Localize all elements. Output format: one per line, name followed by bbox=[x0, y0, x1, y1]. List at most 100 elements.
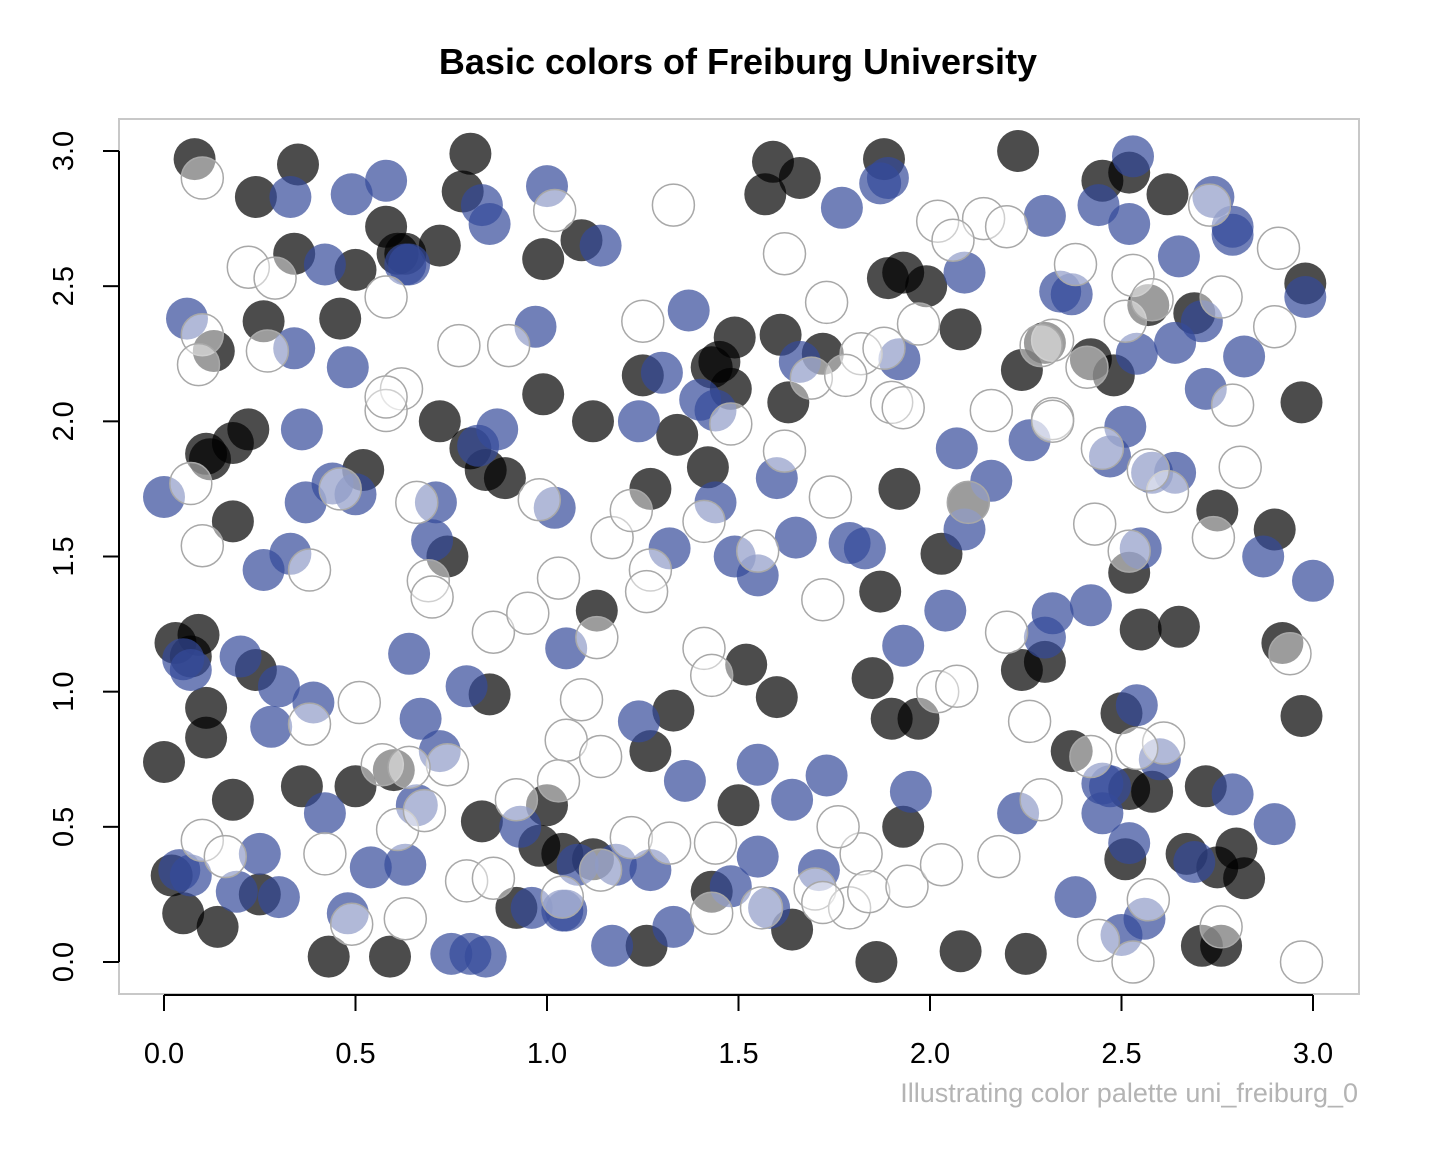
data-point bbox=[1199, 905, 1243, 949]
data-point bbox=[839, 332, 883, 376]
data-point bbox=[647, 821, 692, 865]
data-point bbox=[771, 778, 814, 821]
data-point bbox=[686, 446, 729, 489]
data-point bbox=[1180, 300, 1223, 343]
data-point bbox=[624, 569, 669, 614]
data-point bbox=[621, 299, 665, 344]
data-point bbox=[234, 176, 277, 218]
data-point bbox=[629, 467, 672, 510]
data-point bbox=[789, 356, 834, 400]
data-point bbox=[970, 459, 1013, 502]
data-point bbox=[725, 643, 768, 686]
data-point bbox=[1103, 299, 1148, 344]
data-point bbox=[755, 676, 798, 719]
data-point bbox=[1108, 203, 1151, 245]
data-point bbox=[1123, 897, 1166, 940]
data-point bbox=[533, 486, 576, 529]
data-point bbox=[778, 340, 821, 383]
data-point bbox=[334, 765, 377, 808]
data-point bbox=[449, 132, 492, 175]
data-point bbox=[663, 759, 706, 802]
data-point bbox=[494, 778, 539, 822]
data-point bbox=[1076, 918, 1121, 963]
data-point bbox=[269, 532, 312, 575]
data-point bbox=[375, 807, 420, 852]
data-point bbox=[369, 935, 411, 978]
data-point bbox=[885, 864, 929, 909]
data-point bbox=[878, 467, 921, 510]
data-point bbox=[1019, 778, 1063, 822]
data-point bbox=[269, 176, 312, 218]
data-point bbox=[287, 702, 332, 746]
data-point bbox=[1119, 608, 1162, 651]
data-point bbox=[418, 224, 461, 267]
data-point bbox=[1191, 515, 1236, 560]
data-point bbox=[801, 880, 845, 925]
data-point bbox=[1054, 876, 1097, 919]
data-point bbox=[882, 624, 925, 667]
data-point bbox=[1126, 878, 1171, 922]
data-point bbox=[984, 610, 1029, 654]
data-point bbox=[1200, 924, 1243, 967]
data-point bbox=[1111, 253, 1155, 298]
x-tick-label: 0.0 bbox=[144, 1038, 184, 1070]
data-point bbox=[307, 935, 350, 978]
data-point bbox=[1108, 822, 1151, 865]
data-point bbox=[176, 342, 221, 387]
data-point bbox=[1279, 940, 1324, 984]
data-point bbox=[162, 638, 205, 681]
data-point bbox=[1007, 699, 1052, 744]
data-point bbox=[869, 380, 914, 425]
data-point bbox=[250, 705, 293, 748]
data-point bbox=[843, 527, 886, 570]
data-point bbox=[693, 821, 738, 865]
series-2 bbox=[169, 156, 1324, 984]
data-point bbox=[1284, 276, 1327, 318]
data-point bbox=[280, 408, 323, 451]
data-point bbox=[226, 245, 271, 289]
data-point bbox=[1119, 527, 1162, 570]
data-point bbox=[851, 657, 894, 700]
data-point bbox=[651, 183, 696, 227]
data-point bbox=[1184, 367, 1227, 410]
data-point bbox=[329, 902, 374, 946]
data-point bbox=[682, 626, 726, 671]
y-tick-label: 0.0 bbox=[48, 942, 80, 982]
data-point bbox=[736, 835, 779, 878]
data-point bbox=[545, 627, 588, 670]
data-point bbox=[1157, 235, 1200, 278]
data-point bbox=[180, 818, 225, 863]
data-point bbox=[804, 280, 849, 325]
data-point bbox=[805, 754, 848, 797]
data-point bbox=[287, 548, 332, 592]
data-point bbox=[689, 653, 734, 698]
data-point bbox=[762, 231, 807, 276]
data-point bbox=[334, 473, 377, 516]
data-point bbox=[1131, 451, 1174, 494]
data-point bbox=[556, 843, 599, 886]
data-point bbox=[870, 697, 913, 740]
data-point bbox=[406, 559, 451, 603]
data-point bbox=[801, 578, 845, 622]
data-point bbox=[185, 686, 228, 729]
data-point bbox=[1292, 559, 1334, 602]
data-point bbox=[924, 589, 967, 632]
data-point bbox=[399, 697, 442, 740]
data-point bbox=[1141, 721, 1186, 765]
y-tick-label: 0.5 bbox=[48, 807, 80, 847]
data-point bbox=[383, 896, 428, 941]
data-point bbox=[1280, 695, 1323, 737]
data-point bbox=[372, 749, 415, 792]
data-point bbox=[1008, 419, 1051, 462]
data-point bbox=[460, 800, 503, 843]
data-point bbox=[682, 499, 726, 544]
data-point bbox=[946, 480, 991, 525]
data-point bbox=[471, 610, 516, 654]
data-point bbox=[1173, 841, 1216, 883]
data-point bbox=[349, 846, 392, 889]
data-point bbox=[882, 805, 925, 848]
data-point bbox=[889, 770, 932, 813]
data-point bbox=[694, 481, 737, 524]
x-tick-label: 1.5 bbox=[718, 1038, 758, 1070]
